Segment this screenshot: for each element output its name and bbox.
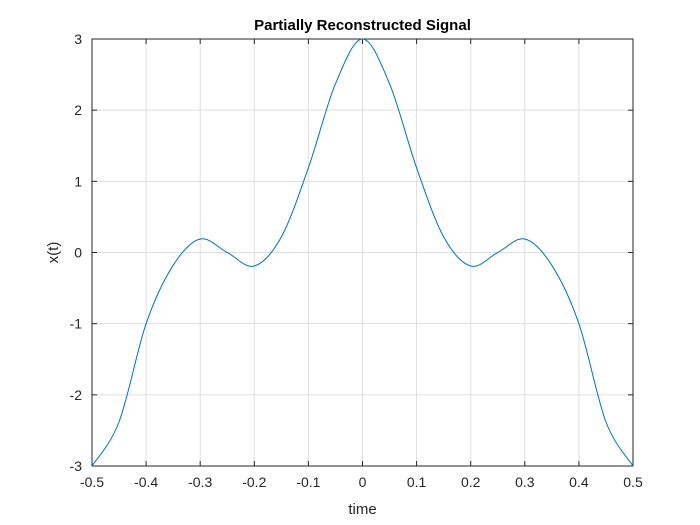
y-tick-label: 2 [74, 102, 82, 118]
x-tick-label: -0.5 [80, 474, 104, 490]
x-tick-label: -0.2 [242, 474, 266, 490]
x-tick-label: 0.3 [515, 474, 535, 490]
x-tick-label: 0.2 [461, 474, 481, 490]
series-group [91, 38, 634, 467]
y-tick-label: -2 [70, 387, 83, 403]
x-tick-label: -0.1 [296, 474, 320, 490]
grid [91, 38, 634, 467]
y-tick-label: 3 [74, 31, 82, 47]
x-tick-label: -0.4 [134, 474, 158, 490]
y-tick-label: -1 [70, 316, 83, 332]
axis-ticks: -0.5 -0.4 -0.3 -0.2 -0.1 0 0.1 0.2 0.3 0.4 0.5 -3 -2… [70, 31, 643, 490]
x-tick-label: 0.5 [623, 474, 643, 490]
y-tick-label: -3 [70, 458, 83, 474]
x-tick-label: -0.3 [188, 474, 212, 490]
y-tick-label: 1 [74, 173, 82, 189]
chart-title: Partially Reconstructed Signal [254, 17, 471, 34]
x-axis-label: time [348, 501, 376, 518]
x-tick-label: 0.1 [407, 474, 427, 490]
y-tick-label: 0 [74, 245, 82, 261]
y-axis-label: x(t) [45, 242, 62, 264]
x-tick-label: 0.4 [569, 474, 589, 490]
x-tick-label: 0 [359, 474, 367, 490]
series-line [91, 38, 634, 467]
